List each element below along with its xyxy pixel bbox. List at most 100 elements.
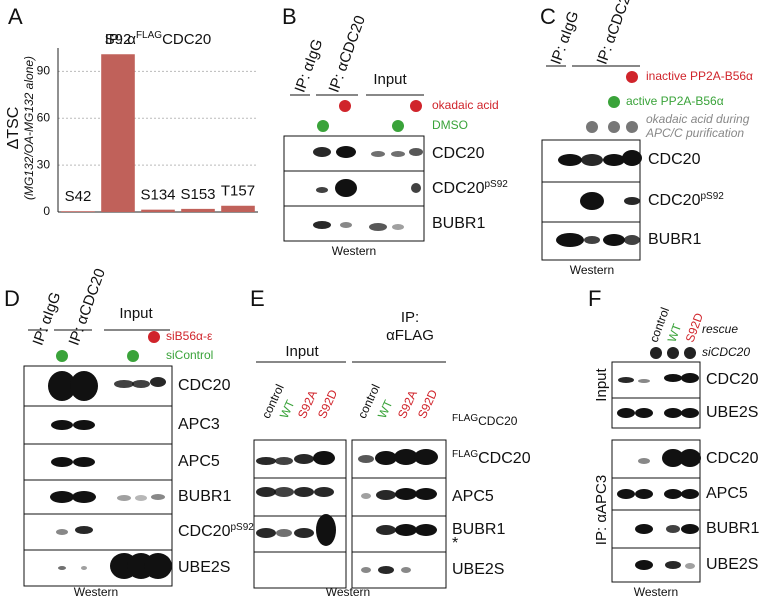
band (316, 187, 328, 193)
band (50, 491, 74, 503)
band (664, 489, 682, 499)
band (376, 525, 396, 535)
lane-label: WT (665, 321, 685, 344)
band (375, 451, 397, 465)
band (294, 528, 314, 538)
panel-letter: B (282, 4, 297, 29)
blot-label: APC5 (452, 488, 494, 505)
blot-label: CDC20pS92 (178, 522, 254, 541)
panel-letter: F (588, 286, 601, 311)
band (361, 567, 371, 573)
band (132, 380, 150, 388)
bar (101, 54, 135, 212)
lane-label: IP: αIgG (30, 290, 65, 348)
blot-label: * (452, 535, 458, 552)
lane-label: IP: αCDC20 (326, 13, 369, 94)
band (681, 373, 699, 383)
band (409, 148, 423, 156)
bar-category-label: S134 (140, 187, 175, 204)
blot-label: CDC20 (648, 151, 701, 168)
band (624, 197, 640, 205)
y-tick-label: 0 (43, 204, 50, 218)
band (75, 526, 93, 534)
title-part: IP: α (105, 31, 137, 48)
band (313, 221, 331, 229)
band (275, 457, 293, 465)
band (556, 233, 584, 247)
y-tick-label: 90 (37, 64, 51, 78)
band (603, 234, 625, 246)
band (294, 454, 314, 464)
band (401, 567, 411, 573)
band (558, 154, 582, 166)
band (681, 408, 699, 418)
band (685, 563, 695, 569)
y-sublabel: (MG132/OA-MG132 alone) (22, 56, 36, 200)
panel-letter: A (8, 4, 23, 29)
band (70, 371, 98, 401)
band (394, 449, 418, 465)
blot-bands (48, 146, 701, 579)
band (662, 449, 684, 467)
band (313, 147, 331, 157)
blot-label: APC5 (706, 485, 748, 502)
footer: Western (332, 244, 376, 258)
band (618, 377, 634, 383)
bar (141, 209, 175, 212)
band (665, 561, 681, 569)
y-tick-label: 30 (37, 157, 51, 171)
band (340, 222, 352, 228)
band (603, 154, 625, 166)
band (256, 457, 276, 465)
band (150, 377, 166, 387)
footer: Western (634, 585, 678, 599)
band (622, 150, 642, 166)
blot-label: BUBR1 (706, 520, 759, 537)
blot-label: BUBR1 (648, 231, 701, 248)
lane-label: IP: αCDC20 (594, 0, 637, 67)
blot-label: FLAGCDC20 (452, 449, 531, 468)
band (274, 487, 294, 497)
lane-label: IP: αCDC20 (66, 266, 109, 347)
band (617, 408, 635, 418)
blot-name: CDC20 (432, 180, 485, 197)
band (638, 379, 650, 383)
bar (221, 205, 255, 212)
band (391, 151, 405, 157)
header-sup: FLAG (452, 413, 478, 424)
blot-label: CDC20 (706, 450, 759, 467)
group-label: Input (593, 367, 610, 401)
blot-label: APC3 (178, 416, 220, 433)
band (376, 490, 396, 500)
footer: Western (570, 263, 614, 277)
bar (181, 208, 215, 212)
lane-label: WT (375, 397, 396, 420)
treatment: APC/C purification (645, 126, 744, 140)
blot-label: UBE2S (178, 559, 230, 576)
band (638, 458, 650, 464)
band (81, 566, 87, 570)
blot-label: CDC20 (432, 145, 485, 162)
band (369, 223, 387, 231)
blot-sup: FLAG (452, 449, 478, 460)
band (256, 487, 276, 497)
panel-letter: C (540, 4, 556, 29)
y-tick-label: 60 (37, 110, 51, 124)
bar-category-label: S153 (180, 186, 215, 203)
treatment: siControl (166, 348, 213, 362)
band (314, 487, 334, 497)
band (73, 420, 95, 430)
band (635, 489, 653, 499)
title-sup: FLAG (136, 30, 162, 41)
panel-letter: E (250, 286, 265, 311)
group-label: IP: αAPC3 (593, 475, 610, 545)
blot-label: CDC20pS92 (648, 191, 724, 210)
bar-category-label: T157 (221, 183, 255, 200)
band (316, 514, 336, 546)
blot-name: CDC20 (648, 192, 701, 209)
header-name: CDC20 (478, 414, 518, 428)
bar (61, 211, 95, 212)
treatment: DMSO (432, 118, 468, 132)
band (51, 420, 73, 430)
